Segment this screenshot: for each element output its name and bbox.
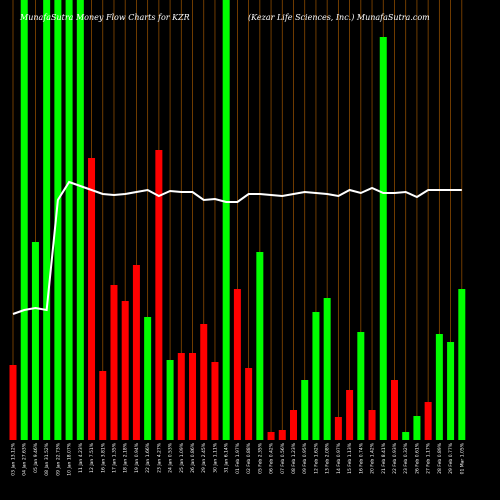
- x-tick-label: 04 Jan 27.63%: [22, 442, 28, 475]
- bar: [9, 365, 17, 440]
- x-tick-label: 13 Feb 2.08%: [325, 442, 331, 474]
- x-tick-label: 07 Feb 0.56%: [280, 442, 286, 474]
- bar: [323, 298, 331, 440]
- chart-title: MunafaSutra Money Flow Charts for KZR: [19, 13, 190, 22]
- bar: [110, 285, 118, 440]
- bar: [413, 416, 421, 440]
- x-tick-label: 01 Mar 1.05%: [459, 442, 465, 474]
- x-tick-label: 30 Jan 1.11%: [212, 442, 218, 473]
- bar: [54, 0, 62, 440]
- x-tick-label: 29 Jan 2.45%: [201, 442, 207, 473]
- x-tick-label: 19 Jan 0.94%: [134, 442, 140, 473]
- bar: [390, 380, 398, 440]
- bar: [222, 0, 230, 440]
- bar: [144, 317, 152, 440]
- bar: [435, 334, 443, 440]
- bar: [20, 0, 28, 440]
- x-tick-label: 21 Feb 8.41%: [381, 442, 387, 474]
- bar: [312, 312, 320, 440]
- x-tick-label: 23 Jan 4.27%: [156, 442, 162, 473]
- bar: [43, 0, 51, 440]
- x-tick-label: 18 Jan 2.18%: [123, 442, 129, 473]
- x-tick-label: 01 Feb 1.97%: [235, 442, 241, 474]
- bar: [233, 289, 241, 440]
- bar: [65, 0, 73, 440]
- x-tick-label: 09 Feb 0.95%: [302, 442, 308, 474]
- bar: [200, 324, 208, 440]
- bar: [177, 353, 185, 440]
- bar: [166, 360, 174, 440]
- x-tick-label: 03 Jan 13.12%: [11, 442, 17, 475]
- x-tick-label: 12 Feb 1.62%: [313, 442, 319, 474]
- x-tick-label: 02 Feb 0.88%: [246, 442, 252, 474]
- x-tick-label: 05 Jan 9.46%: [33, 442, 39, 473]
- x-tick-label: 28 Feb 0.89%: [437, 442, 443, 474]
- bar: [447, 342, 455, 440]
- bar: [267, 432, 275, 440]
- x-tick-label: 14 Feb 0.97%: [336, 442, 342, 474]
- x-tick-label: 06 Feb 0.42%: [269, 442, 275, 474]
- x-tick-label: 31 Jan 6.14%: [224, 442, 230, 473]
- bar: [458, 289, 466, 440]
- x-tick-label: 16 Jan 3.81%: [100, 442, 106, 473]
- x-tick-label: 08 Jan 31.52%: [44, 442, 50, 475]
- x-tick-label: 26 Feb 0.61%: [414, 442, 420, 474]
- bar: [211, 362, 219, 440]
- x-tick-label: 29 Feb 0.77%: [448, 442, 454, 474]
- bar: [256, 252, 264, 440]
- bar: [245, 368, 253, 440]
- x-tick-label: 26 Jan 0.86%: [190, 442, 196, 473]
- bar: [368, 410, 376, 440]
- bar: [88, 158, 96, 440]
- bar: [132, 265, 140, 440]
- bar: [76, 0, 84, 440]
- x-tick-label: 15 Feb 1.13%: [347, 442, 353, 474]
- bar: [121, 301, 129, 440]
- x-tick-label: 09 Jan 22.73%: [55, 442, 61, 475]
- chart-subtitle: (Kezar Life Sciences, Inc.) MunafaSutra.…: [248, 13, 430, 22]
- x-tick-label: 25 Jan 1.09%: [179, 442, 185, 473]
- x-tick-label: 24 Jan 0.53%: [168, 442, 174, 473]
- bar: [189, 353, 197, 440]
- x-tick-label: 22 Feb 0.93%: [392, 442, 398, 474]
- bar: [155, 150, 163, 440]
- bar: [379, 37, 387, 440]
- x-tick-label: 10 Jan 18.07%: [67, 442, 73, 475]
- x-tick-label: 08 Feb 1.23%: [291, 442, 297, 474]
- x-tick-label: 05 Feb 2.35%: [257, 442, 263, 474]
- x-tick-label: 11 Jan 4.23%: [78, 442, 84, 473]
- bar: [334, 417, 342, 440]
- bar: [357, 332, 365, 440]
- x-tick-label: 12 Jan 7.51%: [89, 442, 95, 473]
- bar: [99, 371, 107, 440]
- bar: [290, 410, 297, 440]
- x-tick-label: 17 Jan 1.35%: [111, 442, 117, 473]
- x-tick-label: 23 Feb 0.32%: [403, 442, 409, 474]
- bar: [346, 390, 354, 440]
- bar: [278, 430, 286, 440]
- x-tick-label: 16 Feb 0.74%: [358, 442, 364, 474]
- bar: [424, 402, 432, 440]
- x-tick-label: 27 Feb 1.17%: [426, 442, 432, 474]
- flow-line: [12, 180, 462, 315]
- bar: [301, 380, 309, 440]
- x-tick-label: 22 Jan 1.66%: [145, 442, 151, 473]
- x-tick-label: 20 Feb 1.42%: [370, 442, 376, 474]
- bar: [402, 432, 410, 440]
- bar: [31, 242, 39, 440]
